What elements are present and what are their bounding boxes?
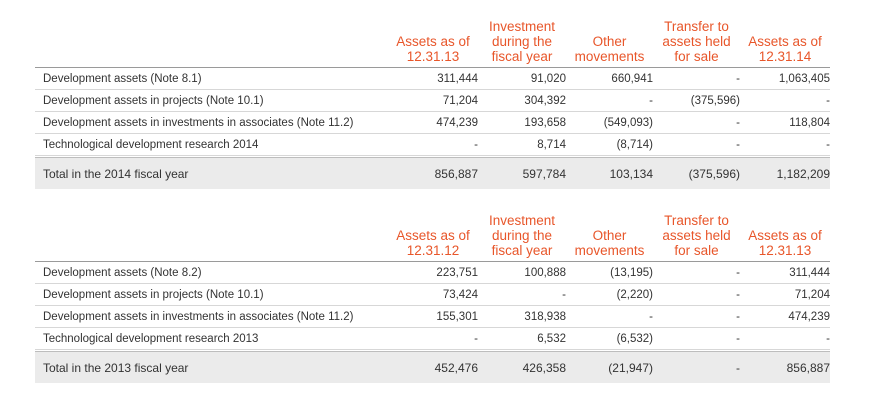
cell-value: - xyxy=(736,72,740,85)
table-row: Development assets (Note 8.1) 311,444 91… xyxy=(35,68,830,90)
cell-value: - xyxy=(562,288,566,301)
row-label: Technological development research 2014 xyxy=(43,138,259,151)
cell-value: - xyxy=(826,94,830,107)
cell-value: (375,596) xyxy=(690,94,740,107)
cell-value: - xyxy=(649,94,653,107)
cell-value: 73,424 xyxy=(442,288,478,301)
total-value: 856,887 xyxy=(786,360,830,375)
cell-value: - xyxy=(826,138,830,151)
table-row: Development assets in investments in ass… xyxy=(35,112,830,134)
cell-value: - xyxy=(736,310,740,323)
cell-value: 71,204 xyxy=(442,94,478,107)
row-label: Development assets (Note 8.1) xyxy=(43,72,202,85)
cell-value: - xyxy=(736,288,740,301)
cell-value: 6,532 xyxy=(537,332,566,345)
total-value: 452,476 xyxy=(434,360,478,375)
cell-value: 223,751 xyxy=(436,266,478,279)
cell-value: 474,239 xyxy=(788,310,830,323)
row-label: Development assets in investments in ass… xyxy=(43,116,354,129)
cell-value: 193,658 xyxy=(524,116,566,129)
total-row: Total in the 2013 fiscal year 452,476 42… xyxy=(35,351,830,383)
cell-value: (6,532) xyxy=(616,332,653,345)
row-label: Development assets in projects (Note 10.… xyxy=(43,94,264,107)
table-2014: Assets as of 12.31.13 Investment during … xyxy=(35,16,830,189)
column-header: Investment during the fiscal year xyxy=(488,19,556,64)
total-row: Total in the 2014 fiscal year 856,887 59… xyxy=(35,157,830,189)
total-value: 103,134 xyxy=(609,166,653,181)
cell-value: 304,392 xyxy=(524,94,566,107)
cell-value: 71,204 xyxy=(794,288,830,301)
total-value: (21,947) xyxy=(608,360,653,375)
column-header: Assets as of 12.31.12 xyxy=(396,228,470,258)
column-header: Investment during the fiscal year xyxy=(488,213,556,258)
cell-value: 318,938 xyxy=(524,310,566,323)
column-header: Assets as of 12.31.13 xyxy=(396,34,470,64)
table-row: Development assets in projects (Note 10.… xyxy=(35,284,830,306)
total-value: 426,358 xyxy=(522,360,566,375)
table-2013: Assets as of 12.31.12 Investment during … xyxy=(35,210,830,383)
table-row: Development assets in projects (Note 10.… xyxy=(35,90,830,112)
column-header: Transfer to assets held for sale xyxy=(662,213,731,258)
column-header: Transfer to assets held for sale xyxy=(662,19,731,64)
table-row: Development assets in investments in ass… xyxy=(35,306,830,328)
table-row: Development assets (Note 8.2) 223,751 10… xyxy=(35,262,830,284)
cell-value: - xyxy=(736,138,740,151)
cell-value: - xyxy=(736,116,740,129)
cell-value: - xyxy=(474,332,478,345)
cell-value: (2,220) xyxy=(616,288,653,301)
column-header: Other movements xyxy=(574,228,645,258)
cell-value: 91,020 xyxy=(530,72,566,85)
row-label: Technological development research 2013 xyxy=(43,332,259,345)
cell-value: (13,195) xyxy=(610,266,653,279)
cell-value: 311,444 xyxy=(437,72,478,85)
cell-value: 311,444 xyxy=(789,266,830,279)
cell-value: 100,888 xyxy=(524,266,566,279)
cell-value: (549,093) xyxy=(603,116,653,129)
cell-value: 8,714 xyxy=(537,138,566,151)
cell-value: 474,239 xyxy=(436,116,478,129)
total-label: Total in the 2013 fiscal year xyxy=(43,360,189,375)
total-value: 597,784 xyxy=(522,166,566,181)
cell-value: - xyxy=(474,138,478,151)
total-value: 1,182,209 xyxy=(776,166,830,181)
cell-value: - xyxy=(736,332,740,345)
cell-value: 155,301 xyxy=(436,310,478,323)
cell-value: - xyxy=(826,332,830,345)
total-value: 856,887 xyxy=(434,166,478,181)
cell-value: 1,063,405 xyxy=(778,72,830,85)
row-label: Development assets in investments in ass… xyxy=(43,310,354,323)
table-row: Technological development research 2013 … xyxy=(35,328,830,350)
table-header: Assets as of 12.31.13 Investment during … xyxy=(35,16,830,68)
column-header: Assets as of 12.31.14 xyxy=(748,34,822,64)
total-label: Total in the 2014 fiscal year xyxy=(43,166,189,181)
total-value: (375,596) xyxy=(688,166,740,181)
cell-value: - xyxy=(736,266,740,279)
table-row: Technological development research 2014 … xyxy=(35,134,830,156)
cell-value: (8,714) xyxy=(616,138,653,151)
cell-value: 118,804 xyxy=(789,116,830,129)
column-header: Assets as of 12.31.13 xyxy=(748,228,822,258)
column-header: Other movements xyxy=(574,34,645,64)
row-label: Development assets in projects (Note 10.… xyxy=(43,288,264,301)
table-header: Assets as of 12.31.12 Investment during … xyxy=(35,210,830,262)
cell-value: - xyxy=(649,310,653,323)
total-value: - xyxy=(736,360,740,375)
cell-value: 660,941 xyxy=(611,72,653,85)
row-label: Development assets (Note 8.2) xyxy=(43,266,202,279)
